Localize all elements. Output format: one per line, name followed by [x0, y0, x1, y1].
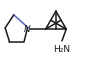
Text: N: N [23, 25, 30, 34]
Text: H₂N: H₂N [53, 45, 71, 54]
